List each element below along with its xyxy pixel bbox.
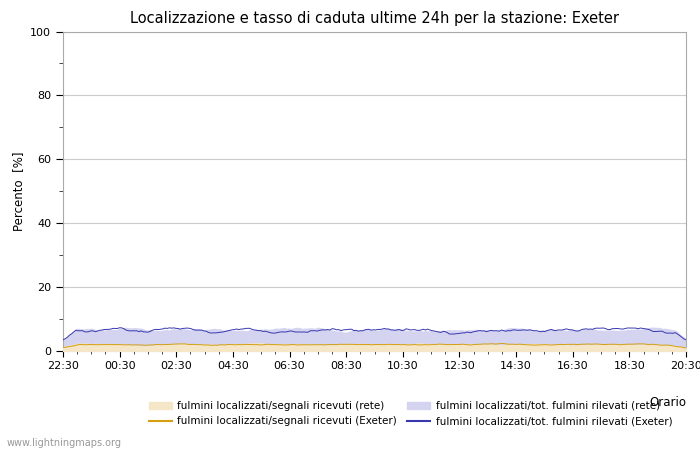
Text: Orario: Orario <box>649 396 686 409</box>
Legend: fulmini localizzati/segnali ricevuti (rete), fulmini localizzati/segnali ricevut: fulmini localizzati/segnali ricevuti (re… <box>149 401 672 426</box>
Text: www.lightningmaps.org: www.lightningmaps.org <box>7 438 122 448</box>
Title: Localizzazione e tasso di caduta ultime 24h per la stazione: Exeter: Localizzazione e tasso di caduta ultime … <box>130 11 619 26</box>
Y-axis label: Percento  [%]: Percento [%] <box>12 152 24 231</box>
